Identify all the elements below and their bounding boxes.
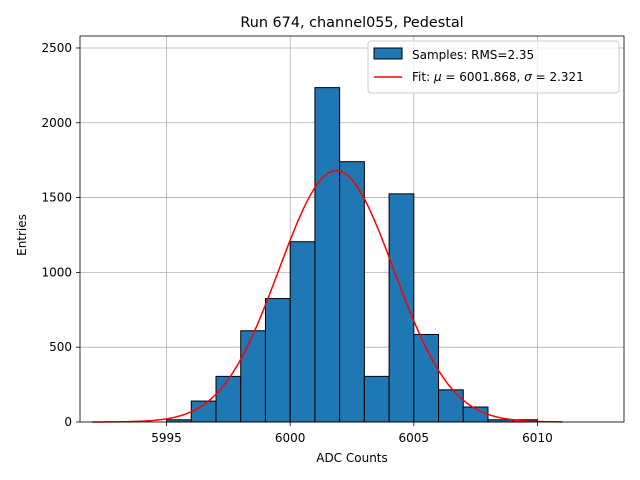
- legend-box: [367, 40, 620, 94]
- y-tick-label: 2500: [41, 41, 72, 55]
- histogram-bar: [388, 193, 415, 423]
- y-tick-label: 0: [64, 415, 72, 429]
- y-tick-label: 2000: [41, 116, 72, 130]
- legend-fit-sigma-value: = 2.321: [532, 70, 584, 84]
- histogram-bar: [215, 375, 242, 423]
- legend-fit-mu-value: = 6001.868,: [442, 70, 525, 84]
- histogram-bar: [438, 389, 464, 423]
- fit-curve: [92, 169, 563, 423]
- legend-fit-prefix: Fit:: [412, 70, 434, 84]
- histogram-bar: [264, 298, 291, 423]
- histogram-bar: [363, 375, 390, 423]
- legend: Samples: RMS=2.35 Fit: μ = 6001.868, σ =…: [367, 40, 620, 94]
- x-tick-label: 5995: [151, 431, 182, 445]
- legend-samples-label: Samples: RMS=2.35: [412, 48, 534, 62]
- x-tick-label: 6010: [522, 431, 553, 445]
- y-tick-label: 500: [49, 340, 72, 354]
- axes-frame: [79, 35, 625, 423]
- legend-fit-label: Fit: μ = 6001.868, σ = 2.321: [412, 70, 584, 84]
- chart-title: Run 674, channel055, Pedestal: [240, 15, 463, 31]
- legend-fit-mu-symbol: μ: [433, 70, 442, 84]
- histogram-bar: [339, 161, 365, 423]
- x-tick-label: 6005: [399, 431, 430, 445]
- y-axis-label: Entries: [15, 214, 29, 256]
- x-axis-label: ADC Counts: [316, 451, 388, 465]
- y-axis-ticks: 0 500 1000 1500 2000 2500: [41, 41, 80, 429]
- y-tick-label: 1500: [41, 191, 72, 205]
- legend-samples-swatch: [373, 47, 403, 60]
- x-tick-label: 6000: [275, 431, 306, 445]
- histogram-bar: [314, 87, 341, 423]
- histogram-bars: [166, 87, 538, 423]
- histogram-bar: [289, 241, 316, 423]
- histogram-bar: [240, 330, 266, 423]
- legend-fit-sigma-symbol: σ: [524, 70, 532, 84]
- y-tick-label: 1000: [41, 265, 72, 279]
- x-axis-ticks: 5995 6000 6005 6010: [151, 422, 553, 445]
